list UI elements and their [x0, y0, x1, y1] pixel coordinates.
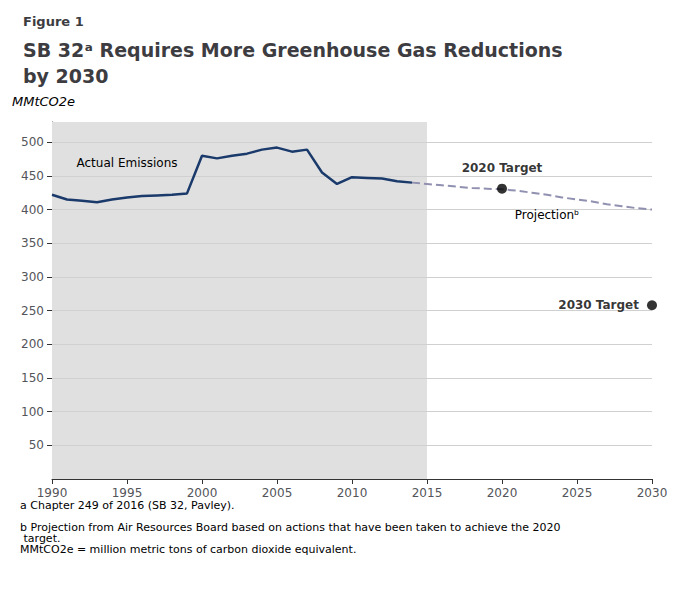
svg-text:2030 Target: 2030 Target — [558, 298, 639, 312]
svg-text:50: 50 — [29, 438, 44, 452]
svg-text:2010: 2010 — [337, 486, 368, 500]
svg-text:250: 250 — [21, 304, 44, 318]
svg-text:2030: 2030 — [637, 486, 668, 500]
svg-text:1990: 1990 — [37, 486, 68, 500]
svg-text:Projectionᵇ: Projectionᵇ — [515, 208, 579, 222]
svg-text:target.: target. — [20, 532, 61, 545]
svg-text:2020 Target: 2020 Target — [462, 161, 543, 175]
svg-text:SB 32ᵃ Requires More Greenhous: SB 32ᵃ Requires More Greenhouse Gas Redu… — [23, 39, 569, 61]
svg-text:150: 150 — [21, 371, 44, 385]
svg-text:2015: 2015 — [412, 486, 443, 500]
svg-text:2025: 2025 — [562, 486, 593, 500]
svg-text:by 2030: by 2030 — [23, 65, 108, 87]
svg-text:350: 350 — [21, 236, 44, 250]
svg-text:500: 500 — [21, 135, 44, 149]
svg-text:MMtCO2e = million metric tons: MMtCO2e = million metric tons of carbon … — [20, 543, 356, 556]
svg-text:b Projection from Air Resource: b Projection from Air Resources Board ba… — [20, 521, 561, 534]
svg-text:100: 100 — [21, 405, 44, 419]
svg-text:Actual Emissions: Actual Emissions — [76, 156, 177, 170]
svg-text:400: 400 — [21, 203, 44, 217]
svg-text:450: 450 — [21, 169, 44, 183]
svg-text:2000: 2000 — [187, 486, 218, 500]
svg-text:a Chapter 249 of 2016 (SB 32,: a Chapter 249 of 2016 (SB 32, Pavley). — [20, 499, 235, 512]
svg-text:Figure 1: Figure 1 — [23, 14, 84, 29]
svg-text:200: 200 — [21, 337, 44, 351]
svg-text:2020: 2020 — [487, 486, 518, 500]
svg-text:300: 300 — [21, 270, 44, 284]
svg-text:MMtCO2e: MMtCO2e — [12, 94, 75, 109]
svg-text:1995: 1995 — [112, 486, 143, 500]
svg-text:2005: 2005 — [262, 486, 293, 500]
